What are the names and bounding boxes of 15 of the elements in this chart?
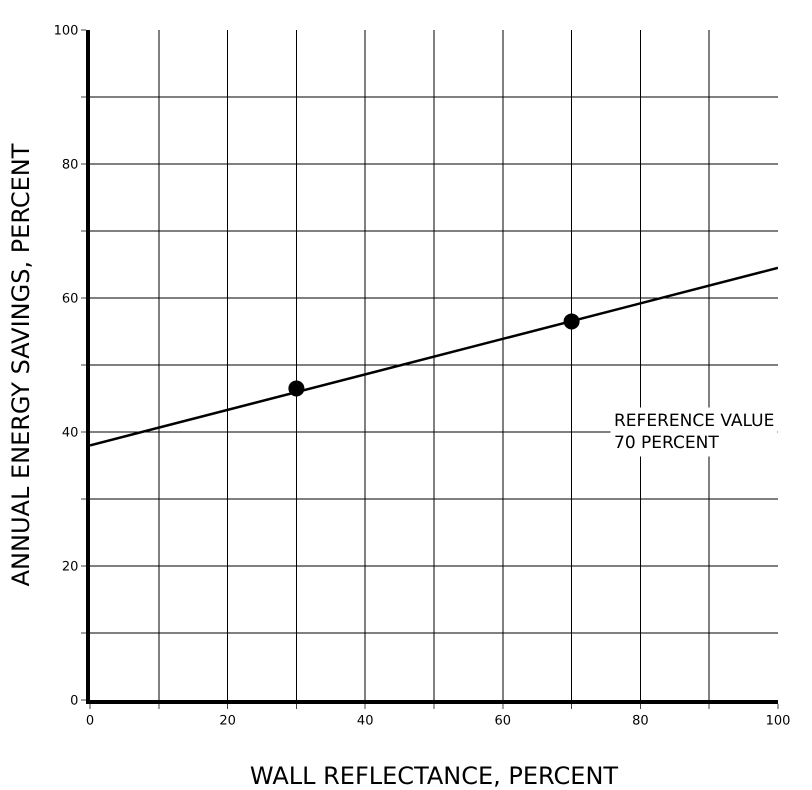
x-tick-label: 60 [494,714,512,729]
x-tick-label: 100 [766,714,790,729]
y-tick-label: 60 [62,292,78,307]
y-tick-label: 80 [62,158,78,173]
x-axis-title: WALL REFLECTANCE, PERCENT [250,762,618,790]
annotation: REFERENCE VALUE 70 PERCENT [614,411,774,454]
x-tick-label: 20 [219,714,236,729]
x-tick-label: 80 [632,714,649,729]
y-axis-title: ANNUAL ENERGY SAVINGS, PERCENT [7,143,35,586]
y-tick-label: 100 [54,24,78,39]
x-tick-label: 0 [86,714,94,729]
x-tick-label: 40 [356,714,374,729]
y-tick-label: 20 [62,560,78,575]
y-tick-label: 40 [62,426,78,441]
y-tick-label: 0 [70,694,78,709]
